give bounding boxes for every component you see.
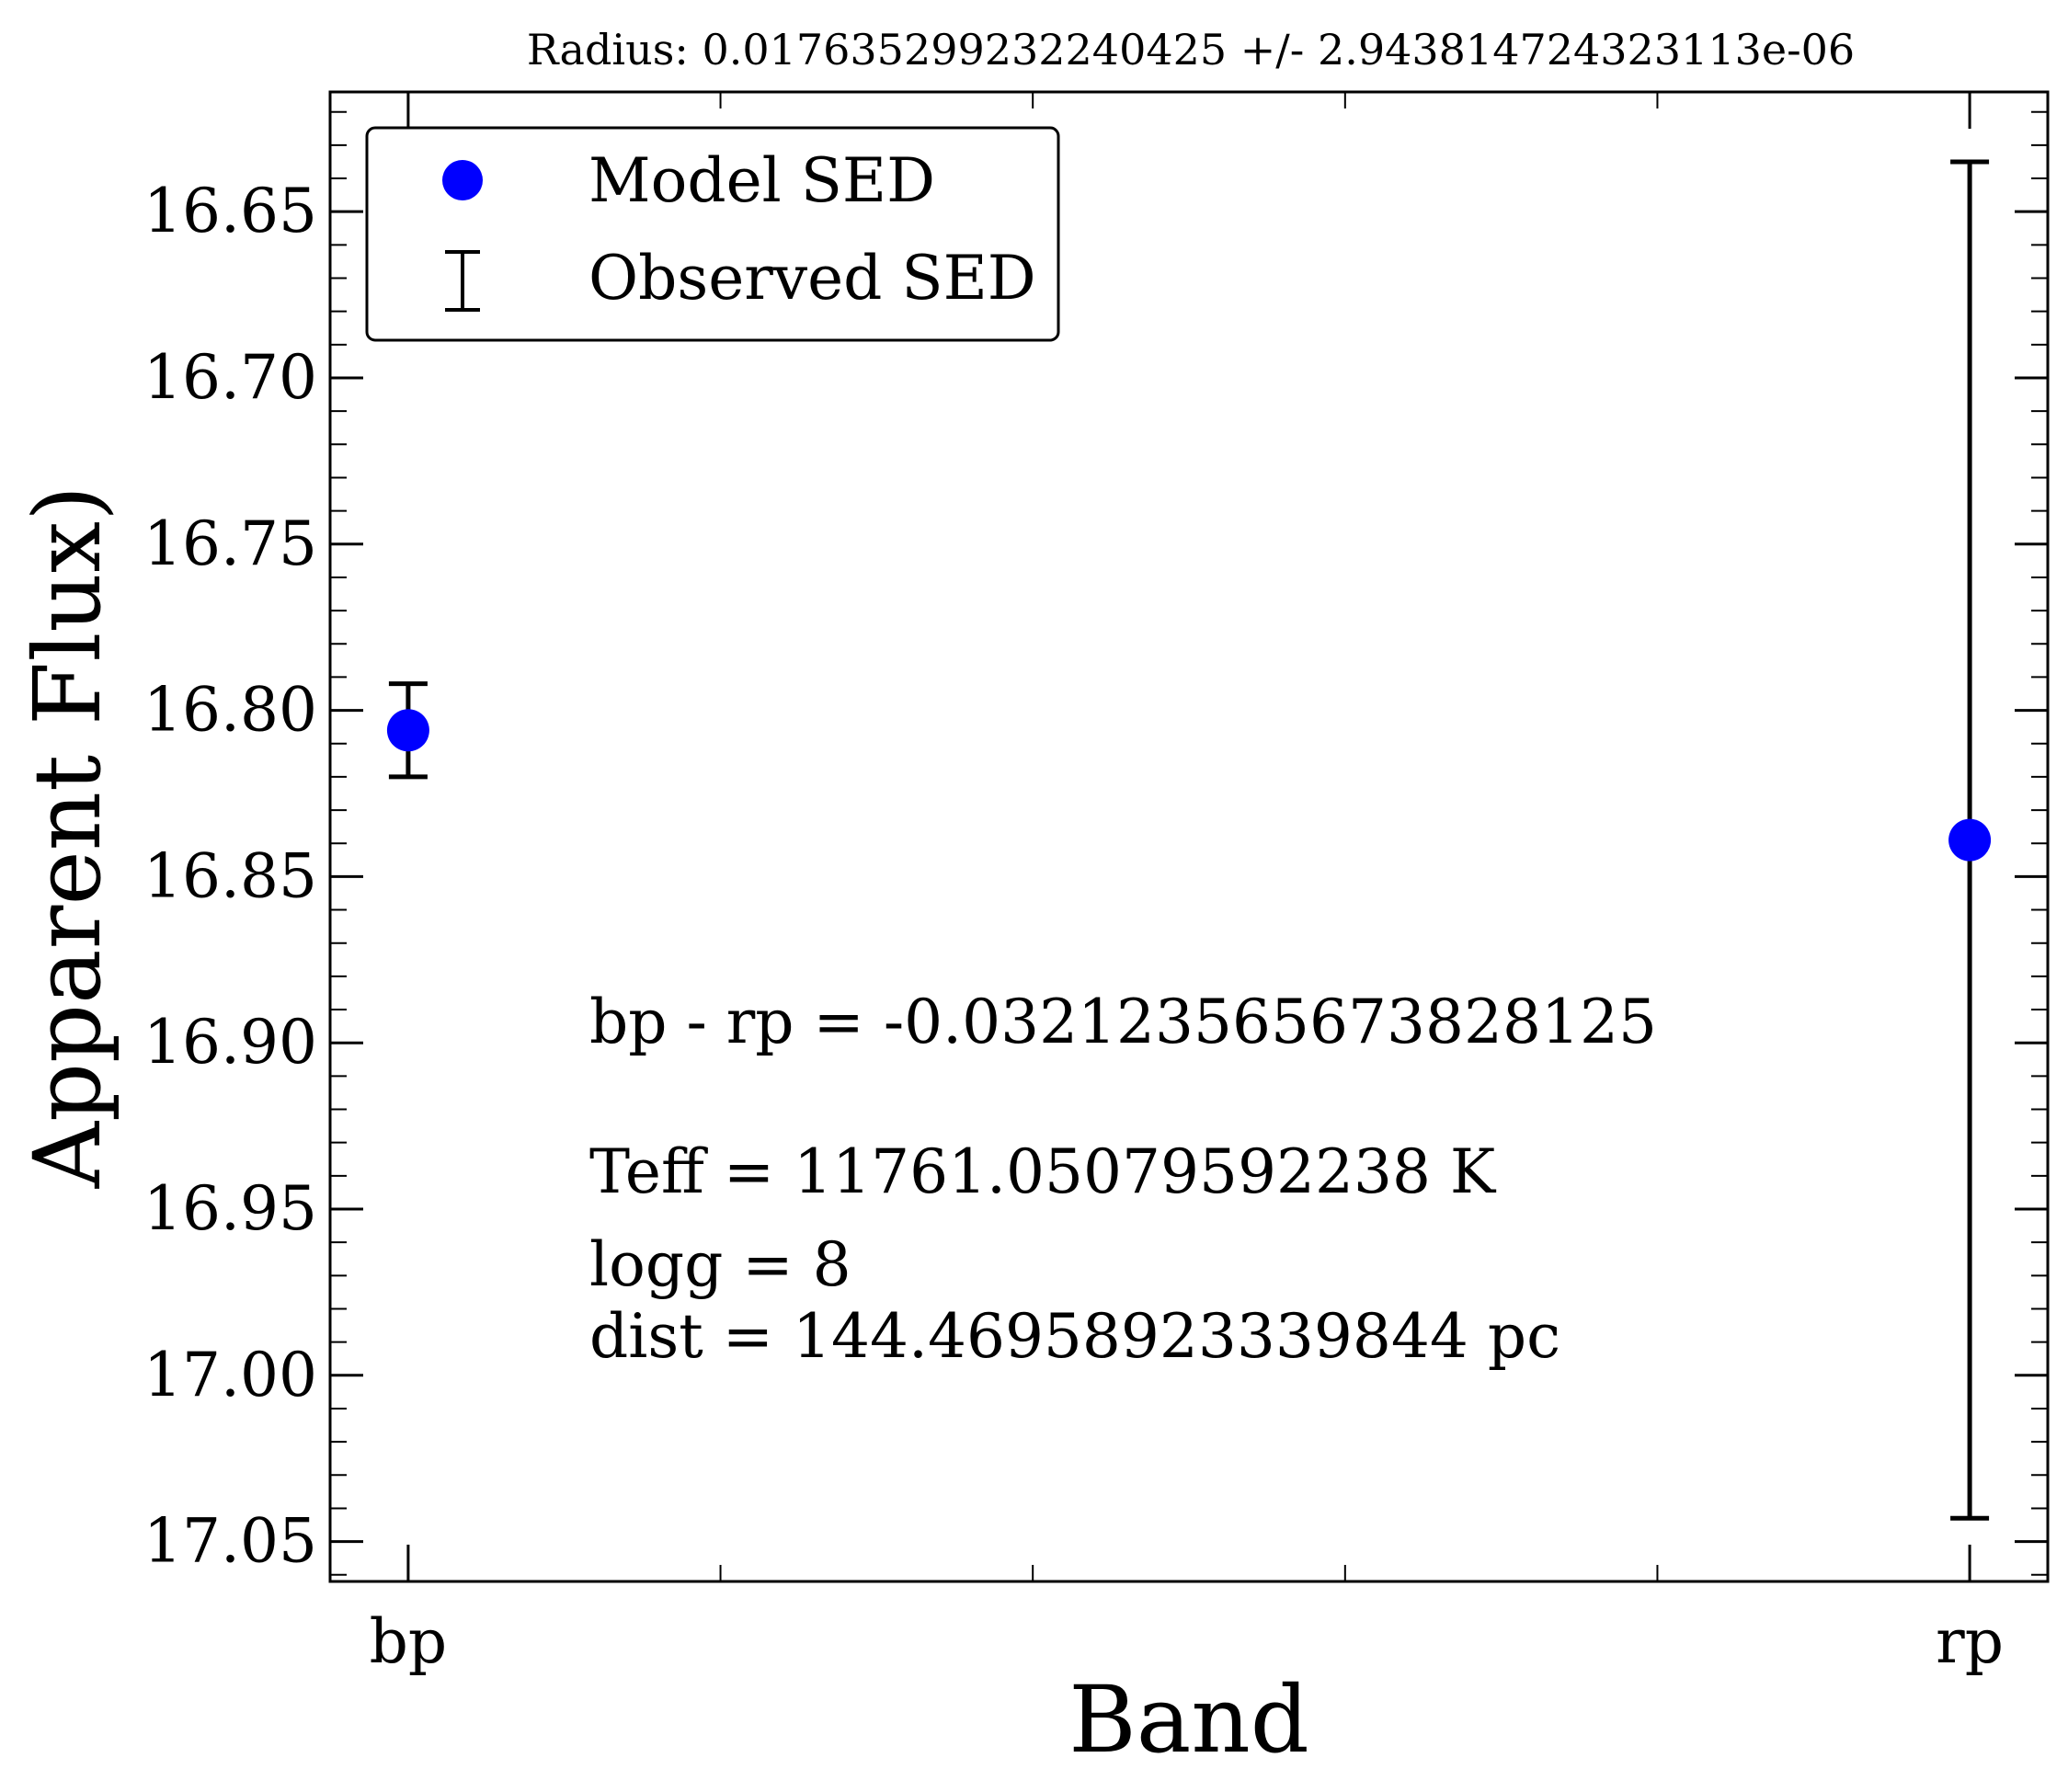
y-tick-label: 16.65: [143, 176, 317, 246]
annotation-color-index: bp - rp = -0.032123565673828125: [589, 987, 1657, 1057]
y-tick-label: 16.95: [143, 1173, 317, 1244]
y-tick-label: 16.80: [143, 675, 317, 746]
y-tick-label: 17.00: [143, 1340, 317, 1410]
annotation-teff: Teff = 11761.05079592238 K: [589, 1136, 1497, 1207]
x-axis-label: Band: [1068, 1666, 1309, 1774]
legend-label-observed-sed: Observed SED: [588, 243, 1036, 314]
legend-box: [365, 126, 1060, 342]
y-axis-label: Apparent Flux): [14, 485, 121, 1189]
legend: Model SED Observed SED: [365, 126, 1060, 342]
chart-title: Radius: 0.017635299232240425 +/- 2.94381…: [527, 25, 1855, 74]
ticks-layer: 16.65 16.70 16.75 16.80 16.85 16.90 16.95 17.00…: [143, 92, 2048, 1677]
y-tick-label: 16.85: [143, 840, 317, 911]
y-tick-label: 17.05: [143, 1506, 317, 1577]
annotations: bp - rp = -0.032123565673828125 Teff = 1…: [589, 987, 1657, 1372]
model-sed-point-bp: [386, 709, 429, 752]
legend-observed-sed-marker: [445, 250, 480, 312]
annotation-dist: dist = 144.46958923339844 pc: [589, 1301, 1560, 1372]
plot-frame: [328, 90, 2050, 1583]
y-tick-label: 16.70: [143, 342, 317, 413]
y-tick-label: 16.75: [143, 508, 317, 579]
legend-model-sed-marker: [442, 160, 483, 200]
annotation-logg: logg = 8: [589, 1229, 851, 1300]
y-tick-label: 16.90: [143, 1007, 317, 1078]
data-layer: [386, 159, 1992, 1521]
x-tick-label-rp: rp: [1936, 1606, 2004, 1677]
x-tick-label-bp: bp: [370, 1606, 448, 1677]
legend-label-model-sed: Model SED: [588, 145, 935, 216]
model-sed-point-rp: [1948, 818, 1992, 862]
